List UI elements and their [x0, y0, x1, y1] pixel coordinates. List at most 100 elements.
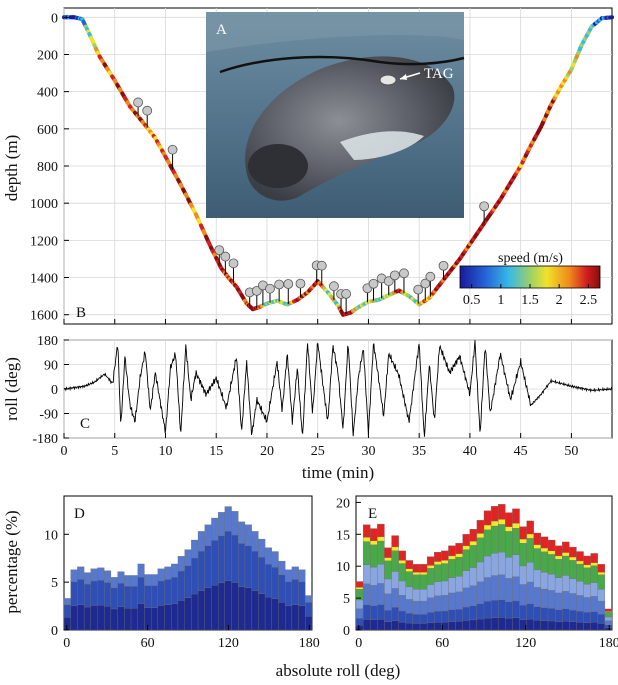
histogram-e-bar-segment [583, 597, 591, 613]
histogram-d-bar-segment [224, 531, 232, 581]
histogram-e-bar-segment [412, 600, 421, 615]
histogram-e-bar-segment [597, 564, 606, 573]
event-marker [389, 270, 400, 281]
histogram-d-bar-segment [184, 597, 192, 631]
histogram-e-bar-segment [590, 622, 598, 631]
histogram-d-bar-segment [104, 570, 112, 583]
histogram-e-bar-segment [498, 574, 506, 600]
histogram-e-bar-segment [448, 559, 456, 578]
roll-panel-letter: C [80, 416, 90, 432]
histogram-d-bar-segment [251, 531, 259, 552]
histogram-e-bar-segment [583, 555, 591, 566]
histogram-e-bar-segment [469, 545, 478, 568]
histogram-e-bar-segment [355, 587, 364, 590]
roll-ytick-label: -90 [39, 408, 58, 423]
histogram-d-bar-segment [305, 602, 313, 617]
histogram-e-bar-segment [434, 561, 442, 565]
histogram-e-bar-segment [405, 599, 414, 614]
histogram-d-bar-segment [285, 569, 293, 582]
histogram-d-bar-segment [211, 585, 219, 631]
histogram-e-bar-segment [398, 550, 406, 561]
histogram-e-bar-segment [569, 578, 577, 594]
histogram-e-bar-segment [441, 550, 449, 561]
histogram-e-bar-segment [398, 560, 406, 564]
histogram-e-bar-segment [569, 556, 577, 561]
histogram-d-bar-segment [150, 585, 158, 608]
histogram-e-bar-segment [533, 548, 542, 571]
histogram-e-bar-segment [526, 618, 534, 631]
histogram-e-bar-segment [490, 525, 499, 554]
histogram-e-bar-segment [512, 576, 520, 602]
histogram-e-bar-segment [455, 591, 463, 610]
event-marker [283, 279, 294, 289]
histogram-e-bar-segment [370, 544, 378, 568]
histogram-e-bar-segment [405, 568, 414, 572]
histogram-d-bar-segment [218, 582, 226, 631]
histogram-d-bar-segment [305, 595, 313, 603]
event-marker [399, 268, 409, 279]
histogram-d-bar-segment [197, 590, 205, 631]
histogram-e-bar-segment [554, 577, 563, 594]
histogram-e-bar-segment [426, 568, 435, 585]
histogram-e-bar-segment [476, 581, 485, 604]
histogram-d-bar-segment [97, 604, 105, 631]
roll-ticks: 0 5 10 15 20 25 30 35 40 45 50 -180 -90 0 90 180 [32, 334, 578, 459]
event-marker [265, 283, 275, 294]
histogram-d-ylabel: percentage (%) [2, 510, 21, 613]
histogram-e-bar-segment [540, 536, 549, 549]
histogram-d-panel: 0 60 120 180 0 5 10 D percentage (%) [2, 495, 320, 651]
histogram-e-bar-segment [604, 616, 613, 621]
event-marker [274, 279, 285, 290]
histogram-e-bar-segment [540, 547, 549, 552]
tag-arrowhead [400, 74, 407, 80]
histogram-d-bar-segment [90, 568, 98, 582]
histogram-e-bar-segment [590, 565, 598, 583]
histogram-d-bar-segment [285, 605, 293, 631]
histogram-e-bar-segment [370, 540, 378, 545]
histogram-e-bar-segment [490, 520, 499, 527]
roll-panel: 0 5 10 15 20 25 30 35 40 45 50 -180 -90 0 90 180 C roll… [2, 334, 613, 482]
histogram-e-bar-segment [590, 562, 598, 566]
histogram-e-bar-segment [434, 622, 442, 631]
histogram-d-bar-segment [157, 605, 165, 631]
histogram-d-bar-segment [204, 587, 212, 631]
histogram-e-bar-segment [462, 620, 470, 631]
histogram-e-bar-segment [569, 609, 577, 622]
colorbar-tick-label: 1 [497, 293, 504, 308]
histogram-d-bar-segment [238, 521, 246, 544]
histogram-e-bar-segment [455, 553, 463, 558]
histogram-e-bar-segment [412, 574, 421, 590]
histogram-e-bar-segment [362, 541, 371, 565]
event-marker [142, 105, 153, 116]
roll-ytick-label: -180 [32, 432, 58, 447]
histogram-e-bar-segment [498, 519, 506, 525]
histogram-e-bar-segment [391, 546, 399, 551]
histogram-e-bar-segment [377, 540, 385, 565]
histogram-e-bar-segment [448, 621, 456, 631]
histogram-d-bar-segment [291, 579, 299, 605]
histogram-d-bar-segment [150, 607, 158, 631]
histogram-e-bar-segment [583, 564, 591, 568]
histogram-e-bar-segment [398, 610, 406, 623]
event-marker [420, 278, 431, 289]
tag-device [379, 74, 397, 86]
histogram-e-bar-segment [448, 545, 456, 557]
roll-xtick-label: 30 [361, 444, 375, 459]
event-marker [479, 201, 490, 212]
histogram-e-xtick-label: 0 [355, 636, 362, 651]
photo-panel-letter: A [216, 22, 227, 38]
histogram-e-bar-segment [604, 612, 613, 618]
histogram-d-bar-segment [77, 604, 85, 631]
histogram-e-bar-segment [533, 606, 542, 621]
roll-xtick-label: 25 [311, 444, 325, 459]
histogram-e-bar-segment [533, 532, 542, 545]
histogram-e-bar-segment [448, 555, 456, 560]
histogram-e-bar-segment [476, 537, 485, 563]
histogram-d-bar-segment [171, 603, 179, 631]
histogram-e-bar-segment [483, 617, 492, 631]
histogram-e-bar-segment [426, 584, 435, 598]
histogram-d-bar-segment [258, 593, 266, 631]
histogram-e-ytick-label: 10 [336, 560, 350, 575]
histogram-e-bar-segment [498, 524, 506, 553]
